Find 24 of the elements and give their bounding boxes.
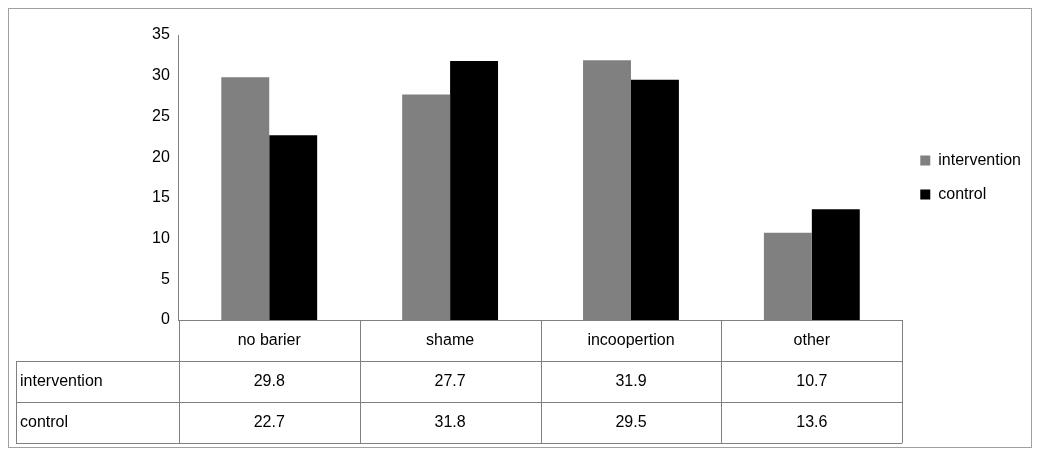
data-label: 31.8 [434, 412, 466, 430]
data-label: 29.5 [615, 412, 647, 430]
text: intervention [20, 371, 103, 389]
x-tick-label: no barier [237, 330, 302, 348]
y-tick-label: 35 [152, 25, 170, 43]
data-label: 27.7 [434, 371, 466, 389]
data-label: 31.9 [615, 371, 647, 389]
y-tick-label: 5 [160, 269, 170, 287]
data-label: 10.7 [796, 371, 828, 389]
y-tick-label: 20 [152, 147, 170, 165]
x-tick-label: shame [426, 330, 475, 348]
x-tick-label: incoopertion [587, 330, 675, 348]
y-tick-label: 15 [152, 188, 170, 206]
x-tick-label: other [793, 330, 831, 348]
legend-label: intervention [938, 150, 1021, 168]
y-tick-label: 30 [152, 66, 170, 84]
data-label: 22.7 [253, 412, 285, 430]
data-label: 13.6 [796, 412, 828, 430]
y-tick-label: 25 [152, 106, 170, 124]
data-label: 29.8 [253, 371, 285, 389]
y-tick-label: 10 [152, 228, 170, 246]
legend-label: control [938, 184, 987, 202]
text: control [20, 412, 69, 430]
y-tick-label: 0 [160, 310, 170, 328]
